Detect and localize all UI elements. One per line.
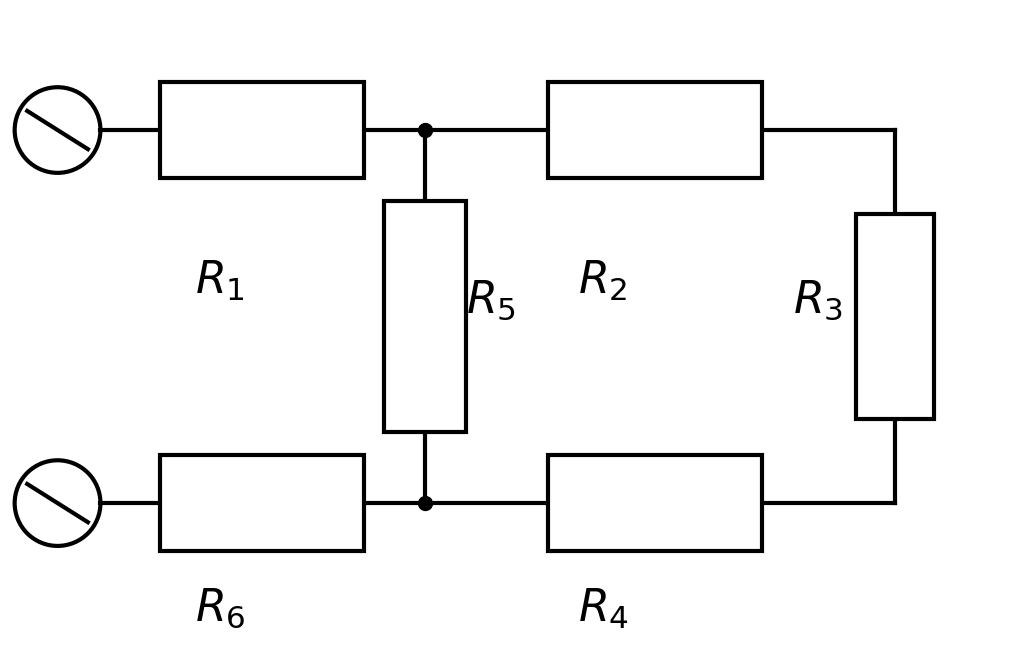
Text: $R_3$: $R_3$ <box>793 278 843 322</box>
Bar <box>160 455 364 551</box>
Text: $R_5$: $R_5$ <box>466 278 516 322</box>
Text: $R_4$: $R_4$ <box>579 587 630 631</box>
Text: $R_6$: $R_6$ <box>196 587 246 630</box>
Text: $R_1$: $R_1$ <box>196 258 246 303</box>
Bar <box>856 214 934 419</box>
Bar <box>160 82 364 178</box>
Bar <box>548 455 762 551</box>
Text: $R_2$: $R_2$ <box>579 258 628 303</box>
Bar <box>548 82 762 178</box>
Bar <box>384 201 466 432</box>
